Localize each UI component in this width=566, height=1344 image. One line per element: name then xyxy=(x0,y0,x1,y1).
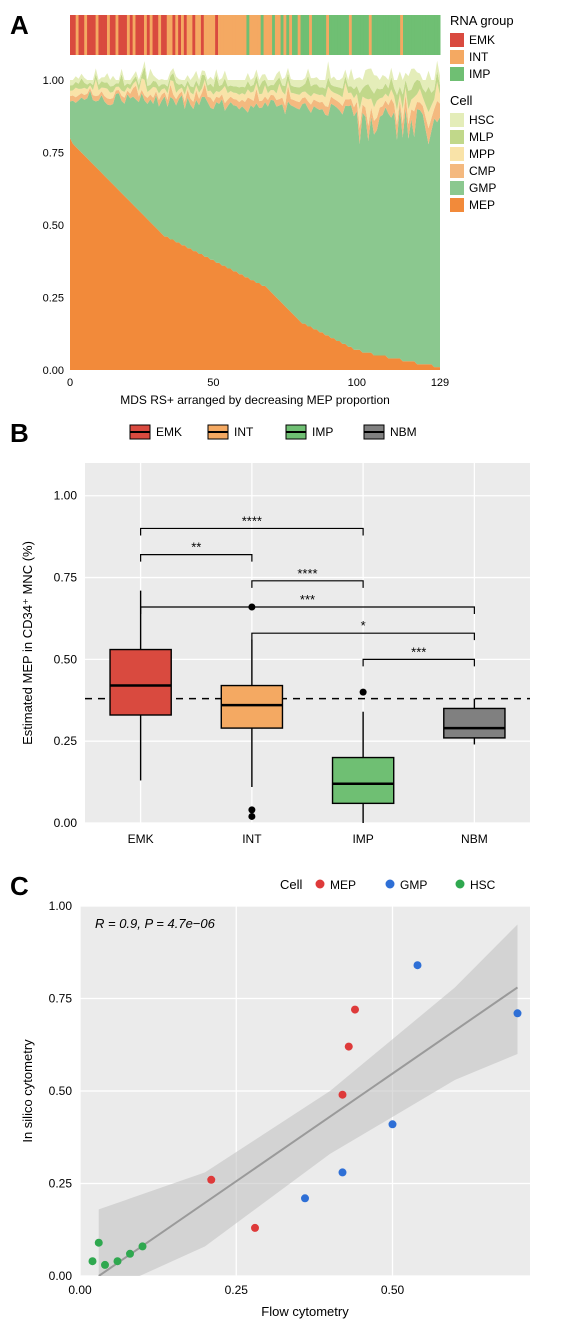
svg-text:****: **** xyxy=(242,513,262,528)
svg-text:****: **** xyxy=(297,566,317,581)
svg-text:0.25: 0.25 xyxy=(43,293,64,305)
panel-b-svg: EMK INT IMP NBM 0.00 0.25 0.50 0.75 1.00 EMK INT IM… xyxy=(10,418,556,863)
svg-text:0: 0 xyxy=(67,377,73,389)
svg-text:GMP: GMP xyxy=(400,878,427,892)
svg-text:100: 100 xyxy=(348,377,366,389)
svg-text:129: 129 xyxy=(431,377,449,389)
svg-text:0.50: 0.50 xyxy=(54,652,78,666)
svg-text:HSC: HSC xyxy=(469,113,495,127)
panel-c: C Cell MEP GMP HSC 0.00 0.25 0.50 0.75 1.00 0.00 0… xyxy=(10,871,556,1326)
svg-text:MEP: MEP xyxy=(469,198,495,212)
panel-c-label: C xyxy=(10,871,29,902)
svg-text:In silico cytometry: In silico cytometry xyxy=(20,1039,35,1143)
svg-text:0.75: 0.75 xyxy=(54,571,78,585)
figure: A RNA group EMK INT IMP Cell HSC MLP MPP CMP GMP M… xyxy=(10,10,556,1326)
svg-text:HSC: HSC xyxy=(470,878,496,892)
svg-text:MEP: MEP xyxy=(330,878,356,892)
svg-text:0.00: 0.00 xyxy=(43,365,64,377)
panel-c-svg: Cell MEP GMP HSC 0.00 0.25 0.50 0.75 1.00 0.00 0.2… xyxy=(10,871,556,1326)
panel-a: A RNA group EMK INT IMP Cell HSC MLP MPP CMP GMP M… xyxy=(10,10,556,410)
svg-text:R = 0.9, P = 4.7e−06: R = 0.9, P = 4.7e−06 xyxy=(95,916,216,931)
svg-text:0.50: 0.50 xyxy=(43,220,64,232)
svg-text:***: *** xyxy=(300,592,315,607)
svg-text:RNA group: RNA group xyxy=(450,13,514,28)
svg-text:Cell: Cell xyxy=(280,877,303,892)
svg-text:**: ** xyxy=(191,540,201,555)
svg-text:INT: INT xyxy=(242,832,262,846)
svg-text:INT: INT xyxy=(234,425,254,439)
svg-text:1.00: 1.00 xyxy=(54,489,78,503)
panel-a-svg: RNA group EMK INT IMP Cell HSC MLP MPP CMP GMP MEP… xyxy=(10,10,556,410)
svg-text:IMP: IMP xyxy=(469,67,490,81)
panel-b: B EMK INT IMP NBM 0.00 0.25 0.50 0.75 1.00 EMK INT… xyxy=(10,418,556,863)
svg-text:Cell: Cell xyxy=(450,93,473,108)
svg-text:0.50: 0.50 xyxy=(49,1084,73,1098)
svg-text:NBM: NBM xyxy=(461,832,488,846)
svg-text:MLP: MLP xyxy=(469,130,494,144)
svg-text:NBM: NBM xyxy=(390,425,417,439)
svg-text:***: *** xyxy=(411,644,426,659)
svg-text:0.50: 0.50 xyxy=(381,1283,405,1297)
svg-text:0.00: 0.00 xyxy=(68,1283,92,1297)
svg-text:*: * xyxy=(361,618,366,633)
svg-text:IMP: IMP xyxy=(312,425,333,439)
svg-text:0.25: 0.25 xyxy=(49,1177,73,1191)
svg-text:0.00: 0.00 xyxy=(49,1269,73,1283)
svg-text:CMP: CMP xyxy=(469,164,496,178)
panel-a-label: A xyxy=(10,10,29,41)
svg-text:0.25: 0.25 xyxy=(54,734,78,748)
svg-text:EMK: EMK xyxy=(156,425,182,439)
panel-b-label: B xyxy=(10,418,29,449)
svg-text:1.00: 1.00 xyxy=(49,899,73,913)
svg-text:Estimated MEP in CD34⁺ MNC (%): Estimated MEP in CD34⁺ MNC (%) xyxy=(20,541,35,745)
svg-text:MPP: MPP xyxy=(469,147,495,161)
svg-text:INT: INT xyxy=(469,50,489,64)
svg-text:MDS RS+ arranged by decreasing: MDS RS+ arranged by decreasing MEP propo… xyxy=(120,393,390,407)
svg-text:GMP: GMP xyxy=(469,181,496,195)
svg-text:0.75: 0.75 xyxy=(49,992,73,1006)
svg-text:1.00: 1.00 xyxy=(43,75,64,87)
svg-text:0.75: 0.75 xyxy=(43,148,64,160)
svg-text:EMK: EMK xyxy=(128,832,154,846)
svg-text:50: 50 xyxy=(207,377,219,389)
svg-text:Flow cytometry: Flow cytometry xyxy=(261,1304,349,1319)
svg-text:0.00: 0.00 xyxy=(54,816,78,830)
svg-text:0.25: 0.25 xyxy=(225,1283,249,1297)
svg-text:EMK: EMK xyxy=(469,33,495,47)
svg-text:IMP: IMP xyxy=(352,832,373,846)
